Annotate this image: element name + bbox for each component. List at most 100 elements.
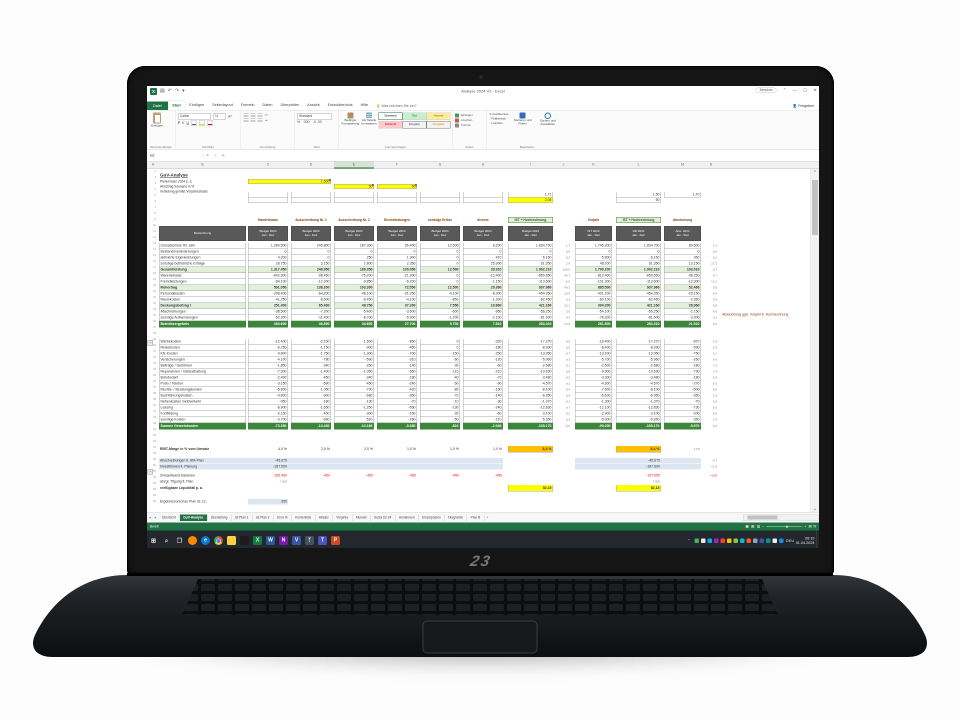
- highlight-value-cell[interactable]: -62.450: [508, 297, 553, 303]
- value-cell[interactable]: -850: [420, 297, 460, 303]
- spacer-cell[interactable]: [334, 192, 374, 198]
- ribbon-options-icon[interactable]: ⌃: [782, 87, 787, 93]
- app-excel[interactable]: X: [251, 531, 264, 549]
- row-number[interactable]: 28: [152, 332, 156, 335]
- minimize-button[interactable]: —: [792, 87, 797, 93]
- share-button[interactable]: 👤 Freigeben: [792, 104, 814, 109]
- value-cell[interactable]: 1.284.500: [248, 243, 288, 249]
- highlight-value-cell[interactable]: -8.100: [508, 387, 553, 393]
- app-photos[interactable]: [238, 531, 251, 549]
- undo-icon[interactable]: ↶: [167, 88, 172, 94]
- highlight-value-cell[interactable]: -1.370: [508, 399, 553, 405]
- value-cell[interactable]: -420: [377, 387, 417, 393]
- value-cell[interactable]: -590: [334, 357, 374, 363]
- row-label[interactable]: Zinsaufwand Darlehen: [160, 474, 196, 478]
- row-label[interactable]: Personalkosten: [159, 291, 246, 297]
- row-label[interactable]: aktivierte Eigenleistungen: [159, 255, 246, 261]
- right-value-cell[interactable]: -12.100: [575, 405, 612, 411]
- tell-me-box[interactable]: 💡 Was möchten Sie tun?: [376, 104, 417, 109]
- right-value-cell[interactable]: -38.250: [664, 273, 701, 279]
- ribbon-tab-seitenlayout[interactable]: Seitenlayout: [212, 102, 233, 108]
- value-cell[interactable]: -700: [377, 351, 417, 357]
- value-cell[interactable]: -120: [463, 357, 503, 363]
- value-cell[interactable]: 0: [463, 249, 503, 255]
- tray-icon[interactable]: [772, 538, 777, 543]
- row-number[interactable]: 33: [152, 362, 156, 365]
- spacer-cell[interactable]: [334, 197, 374, 203]
- value-cell[interactable]: 20.360: [463, 285, 503, 291]
- right-value-cell[interactable]: -3.480: [616, 375, 661, 381]
- right-value-cell[interactable]: -5.970: [664, 423, 701, 430]
- value-cell[interactable]: -30: [420, 411, 460, 417]
- value-cell[interactable]: -180: [377, 375, 417, 381]
- value-cell[interactable]: 12.500: [420, 243, 460, 249]
- zoom-in-icon[interactable]: +: [804, 524, 807, 529]
- row-number[interactable]: 21: [152, 290, 156, 293]
- ratio-cell[interactable]: 1,70: [664, 192, 701, 198]
- value-cell[interactable]: -1.150: [291, 345, 331, 351]
- highlight-value-cell[interactable]: -17.270: [508, 339, 553, 345]
- value-cell[interactable]: -810: [420, 423, 460, 430]
- row-label[interactable]: sonstige betriebliche Erträge: [159, 261, 246, 267]
- input-cell[interactable]: 1.500: [248, 179, 331, 184]
- fill-color-icon[interactable]: [199, 120, 206, 126]
- ratio-cell[interactable]: 1,71: [508, 192, 553, 198]
- cell-style-gut[interactable]: Gut: [402, 112, 427, 120]
- app-powerpoint[interactable]: P: [329, 531, 342, 549]
- value-cell[interactable]: 4,0 %: [278, 447, 287, 452]
- row-number[interactable]: 22: [152, 296, 156, 299]
- row-number[interactable]: 31: [152, 350, 156, 353]
- value-cell[interactable]: -98.450: [291, 273, 331, 279]
- value-cell[interactable]: -450: [334, 381, 374, 387]
- sheet-tab-einzelposten[interactable]: Einzelposten: [419, 514, 445, 521]
- right-value-cell[interactable]: -187.500: [616, 464, 661, 470]
- highlight-value-cell[interactable]: -5.960: [508, 357, 553, 363]
- row-label[interactable]: Wareneinsatz: [159, 273, 246, 279]
- align-center-icon[interactable]: [250, 118, 256, 123]
- right-value-cell[interactable]: 26.960: [664, 303, 701, 309]
- right-value-cell[interactable]: -2.350: [664, 297, 701, 303]
- ribbon-tab-entwicklertools[interactable]: Entwicklertools: [327, 102, 353, 108]
- row-number[interactable]: 12: [152, 236, 156, 239]
- sheet-tab--bersicht[interactable]: Übersicht: [159, 514, 180, 521]
- value-cell[interactable]: -50: [420, 417, 460, 423]
- value-cell[interactable]: -2.100: [463, 315, 503, 321]
- value-cell[interactable]: 251.400: [248, 303, 288, 309]
- tray-icon[interactable]: [778, 538, 784, 543]
- row-label[interactable]: Bestandsveränderungen: [159, 249, 246, 255]
- task-view-icon[interactable]: ❒: [176, 537, 183, 544]
- cell-style-ausgabe[interactable]: Ausgabe: [426, 121, 451, 129]
- value-cell[interactable]: -2.150: [248, 411, 288, 417]
- value-cell[interactable]: -1.050: [291, 387, 331, 393]
- value-cell[interactable]: 1,0 %: [493, 447, 502, 452]
- right-value-cell[interactable]: -3.300: [664, 315, 701, 321]
- row-label[interactable]: Reparaturen / Instandhaltung: [159, 369, 246, 375]
- value-cell[interactable]: -6.450: [334, 297, 374, 303]
- row-number[interactable]: 35: [152, 374, 156, 377]
- row-label[interactable]: Gesamtleistung: [159, 267, 246, 273]
- value-cell[interactable]: -160: [463, 387, 503, 393]
- value-cell[interactable]: -73.350: [248, 423, 288, 430]
- value-cell[interactable]: -48.100: [334, 291, 374, 297]
- row-label[interactable]: Reisekosten: [159, 345, 246, 351]
- value-cell[interactable]: -52.300: [248, 315, 288, 321]
- row-label[interactable]: Ergebnisvorschau Plan 31.12.: [160, 500, 207, 504]
- right-value-cell[interactable]: -850.650: [616, 273, 661, 279]
- value-cell[interactable]: 0: [420, 255, 460, 261]
- highlight-value-cell[interactable]: 61.350: [508, 261, 553, 267]
- value-cell[interactable]: -60: [463, 411, 503, 417]
- column-header-E[interactable]: E: [334, 161, 374, 169]
- row-number[interactable]: 23: [152, 302, 156, 305]
- row-number[interactable]: 14: [152, 248, 156, 251]
- save-icon[interactable]: ▤: [160, 88, 165, 94]
- value-cell[interactable]: 1,0 %: [407, 447, 416, 452]
- conditional-formatting-button[interactable]: Bedingte Formatierung: [342, 112, 359, 129]
- app-visio[interactable]: V: [290, 531, 303, 549]
- right-value-cell[interactable]: -12.830: [616, 405, 661, 411]
- row-number[interactable]: 39: [152, 398, 156, 401]
- zoom-out-icon[interactable]: −: [762, 524, 765, 529]
- row-number[interactable]: 44: [152, 428, 156, 431]
- value-cell[interactable]: -6.250: [248, 345, 288, 351]
- close-button[interactable]: ✕: [813, 87, 817, 93]
- right-value-cell[interactable]: -180: [664, 375, 701, 381]
